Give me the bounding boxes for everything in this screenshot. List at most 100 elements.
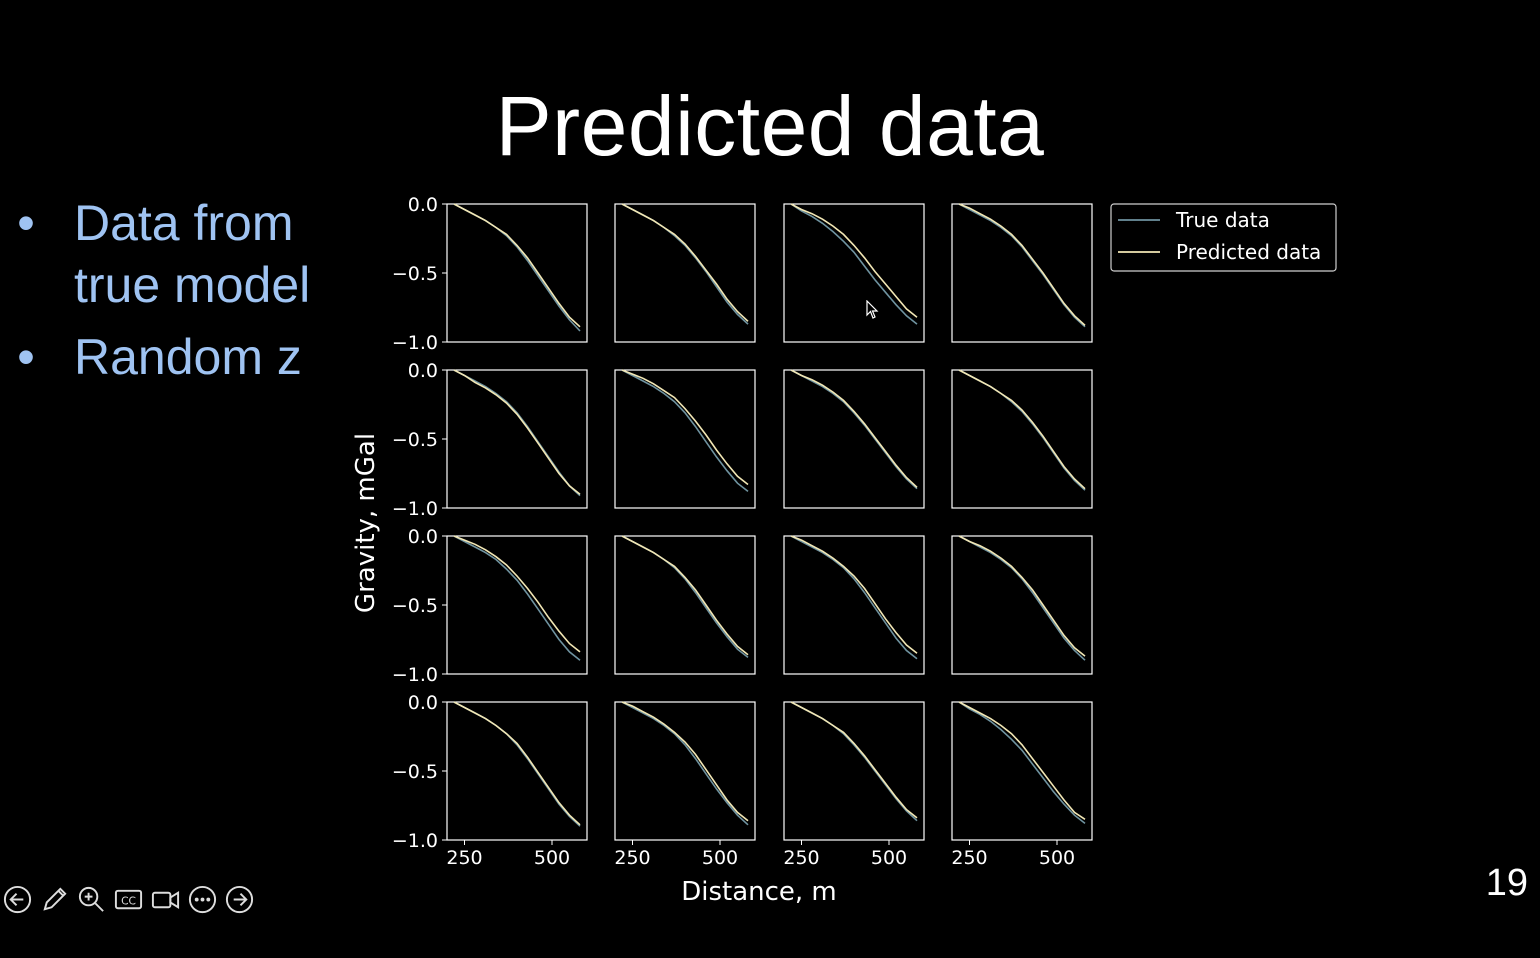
predicted-data-line — [453, 203, 581, 328]
legend-entry: True data — [1175, 208, 1270, 232]
true-data-line — [453, 701, 581, 827]
bullet-line: Random z — [74, 329, 302, 385]
predicted-data-line — [453, 369, 581, 495]
y-tick-label: 0.0 — [408, 360, 438, 382]
legend-entry: Predicted data — [1176, 240, 1321, 264]
bullet-list: • Data from true model • Random z — [14, 192, 374, 398]
camera-icon — [151, 890, 180, 909]
camera-button[interactable] — [150, 882, 181, 916]
y-tick-label: −1.0 — [392, 332, 438, 354]
mouse-cursor-icon — [866, 300, 879, 319]
pen-icon — [43, 886, 67, 911]
subplot-frame — [783, 701, 925, 841]
y-tick-label: −0.5 — [392, 263, 438, 285]
previous-slide-button[interactable] — [2, 882, 33, 916]
true-data-line — [621, 701, 749, 826]
bullet-line: true model — [74, 257, 311, 313]
y-tick-label: −1.0 — [392, 664, 438, 686]
predicted-data-line — [453, 701, 581, 826]
x-tick-label: 250 — [783, 847, 819, 869]
forward-arrow-icon — [225, 885, 254, 913]
y-tick-label: −0.5 — [392, 429, 438, 451]
y-tick-label: 0.0 — [408, 194, 438, 216]
bullet-item-data-from-true-model: • Data from true model — [14, 192, 374, 316]
true-data-line — [958, 203, 1086, 328]
more-icon — [188, 885, 217, 913]
subplot-frame — [951, 369, 1093, 509]
subplot-frame — [783, 535, 925, 675]
true-data-line — [958, 701, 1086, 825]
y-tick-label: −0.5 — [392, 595, 438, 617]
subplot-frame — [614, 369, 756, 509]
subplot-frame — [951, 535, 1093, 675]
bullet-item-random-z: • Random z — [14, 326, 374, 388]
true-data-line — [790, 535, 918, 660]
true-data-line — [453, 203, 581, 332]
captions-button[interactable]: CC — [113, 882, 144, 916]
predicted-data-line — [621, 203, 749, 322]
next-slide-button[interactable] — [224, 882, 255, 916]
predicted-data-line — [958, 369, 1086, 490]
x-tick-label: 500 — [1039, 847, 1075, 869]
predicted-data-line — [621, 369, 749, 486]
true-data-line — [790, 369, 918, 490]
y-tick-label: −0.5 — [392, 761, 438, 783]
y-tick-label: −1.0 — [392, 830, 438, 852]
predicted-data-line — [621, 701, 749, 822]
true-data-line — [621, 535, 749, 659]
predicted-data-line — [453, 535, 581, 653]
back-arrow-icon — [3, 885, 32, 913]
predicted-data-line — [621, 535, 749, 656]
captions-icon: CC — [114, 889, 143, 909]
zoom-button[interactable] — [76, 882, 107, 916]
presentation-toolbar: CC — [2, 882, 255, 916]
subplot-frame — [614, 203, 756, 343]
true-data-line — [790, 701, 918, 822]
x-axis-label: Distance, m — [681, 877, 837, 907]
predicted-data-line — [790, 369, 918, 488]
subplot-frame — [446, 535, 588, 675]
bullet-dot: • — [17, 195, 35, 251]
true-data-line — [621, 369, 749, 493]
subplot-frame — [783, 203, 925, 343]
subplot-frame — [951, 701, 1093, 841]
predicted-data-line — [790, 203, 918, 318]
zoom-icon — [78, 886, 104, 912]
predicted-data-line — [958, 701, 1086, 820]
x-tick-label: 500 — [871, 847, 907, 869]
x-tick-label: 500 — [702, 847, 738, 869]
true-data-line — [621, 203, 749, 325]
subplot-frame — [446, 369, 588, 509]
predicted-data-line — [790, 535, 918, 654]
true-data-line — [958, 535, 1086, 661]
subplot-frame — [446, 701, 588, 841]
predicted-data-line — [790, 701, 918, 819]
y-axis-label: Gravity, mGal — [351, 433, 381, 613]
true-data-line — [453, 535, 581, 661]
captions-label: CC — [121, 894, 136, 907]
subplot-frame — [446, 203, 588, 343]
slide-title: Predicted data — [495, 79, 1045, 173]
true-data-line — [790, 203, 918, 325]
predicted-data-line — [958, 535, 1086, 657]
y-tick-label: −1.0 — [392, 498, 438, 520]
subplot-frame — [614, 535, 756, 675]
more-options-button[interactable] — [187, 882, 218, 916]
x-tick-label: 250 — [614, 847, 650, 869]
predicted-data-line — [958, 203, 1086, 326]
y-tick-label: 0.0 — [408, 692, 438, 714]
pen-button[interactable] — [39, 882, 70, 916]
x-tick-label: 250 — [446, 847, 482, 869]
true-data-line — [958, 369, 1086, 491]
legend-box — [1110, 203, 1337, 272]
page-number: 19 — [1485, 862, 1528, 904]
bullet-dot: • — [17, 329, 35, 385]
subplot-frame — [783, 369, 925, 509]
subplot-frame — [951, 203, 1093, 343]
subplot-frame — [614, 701, 756, 841]
x-tick-label: 250 — [951, 847, 987, 869]
x-tick-label: 500 — [534, 847, 570, 869]
bullet-line: Data from — [74, 195, 294, 251]
y-tick-label: 0.0 — [408, 526, 438, 548]
